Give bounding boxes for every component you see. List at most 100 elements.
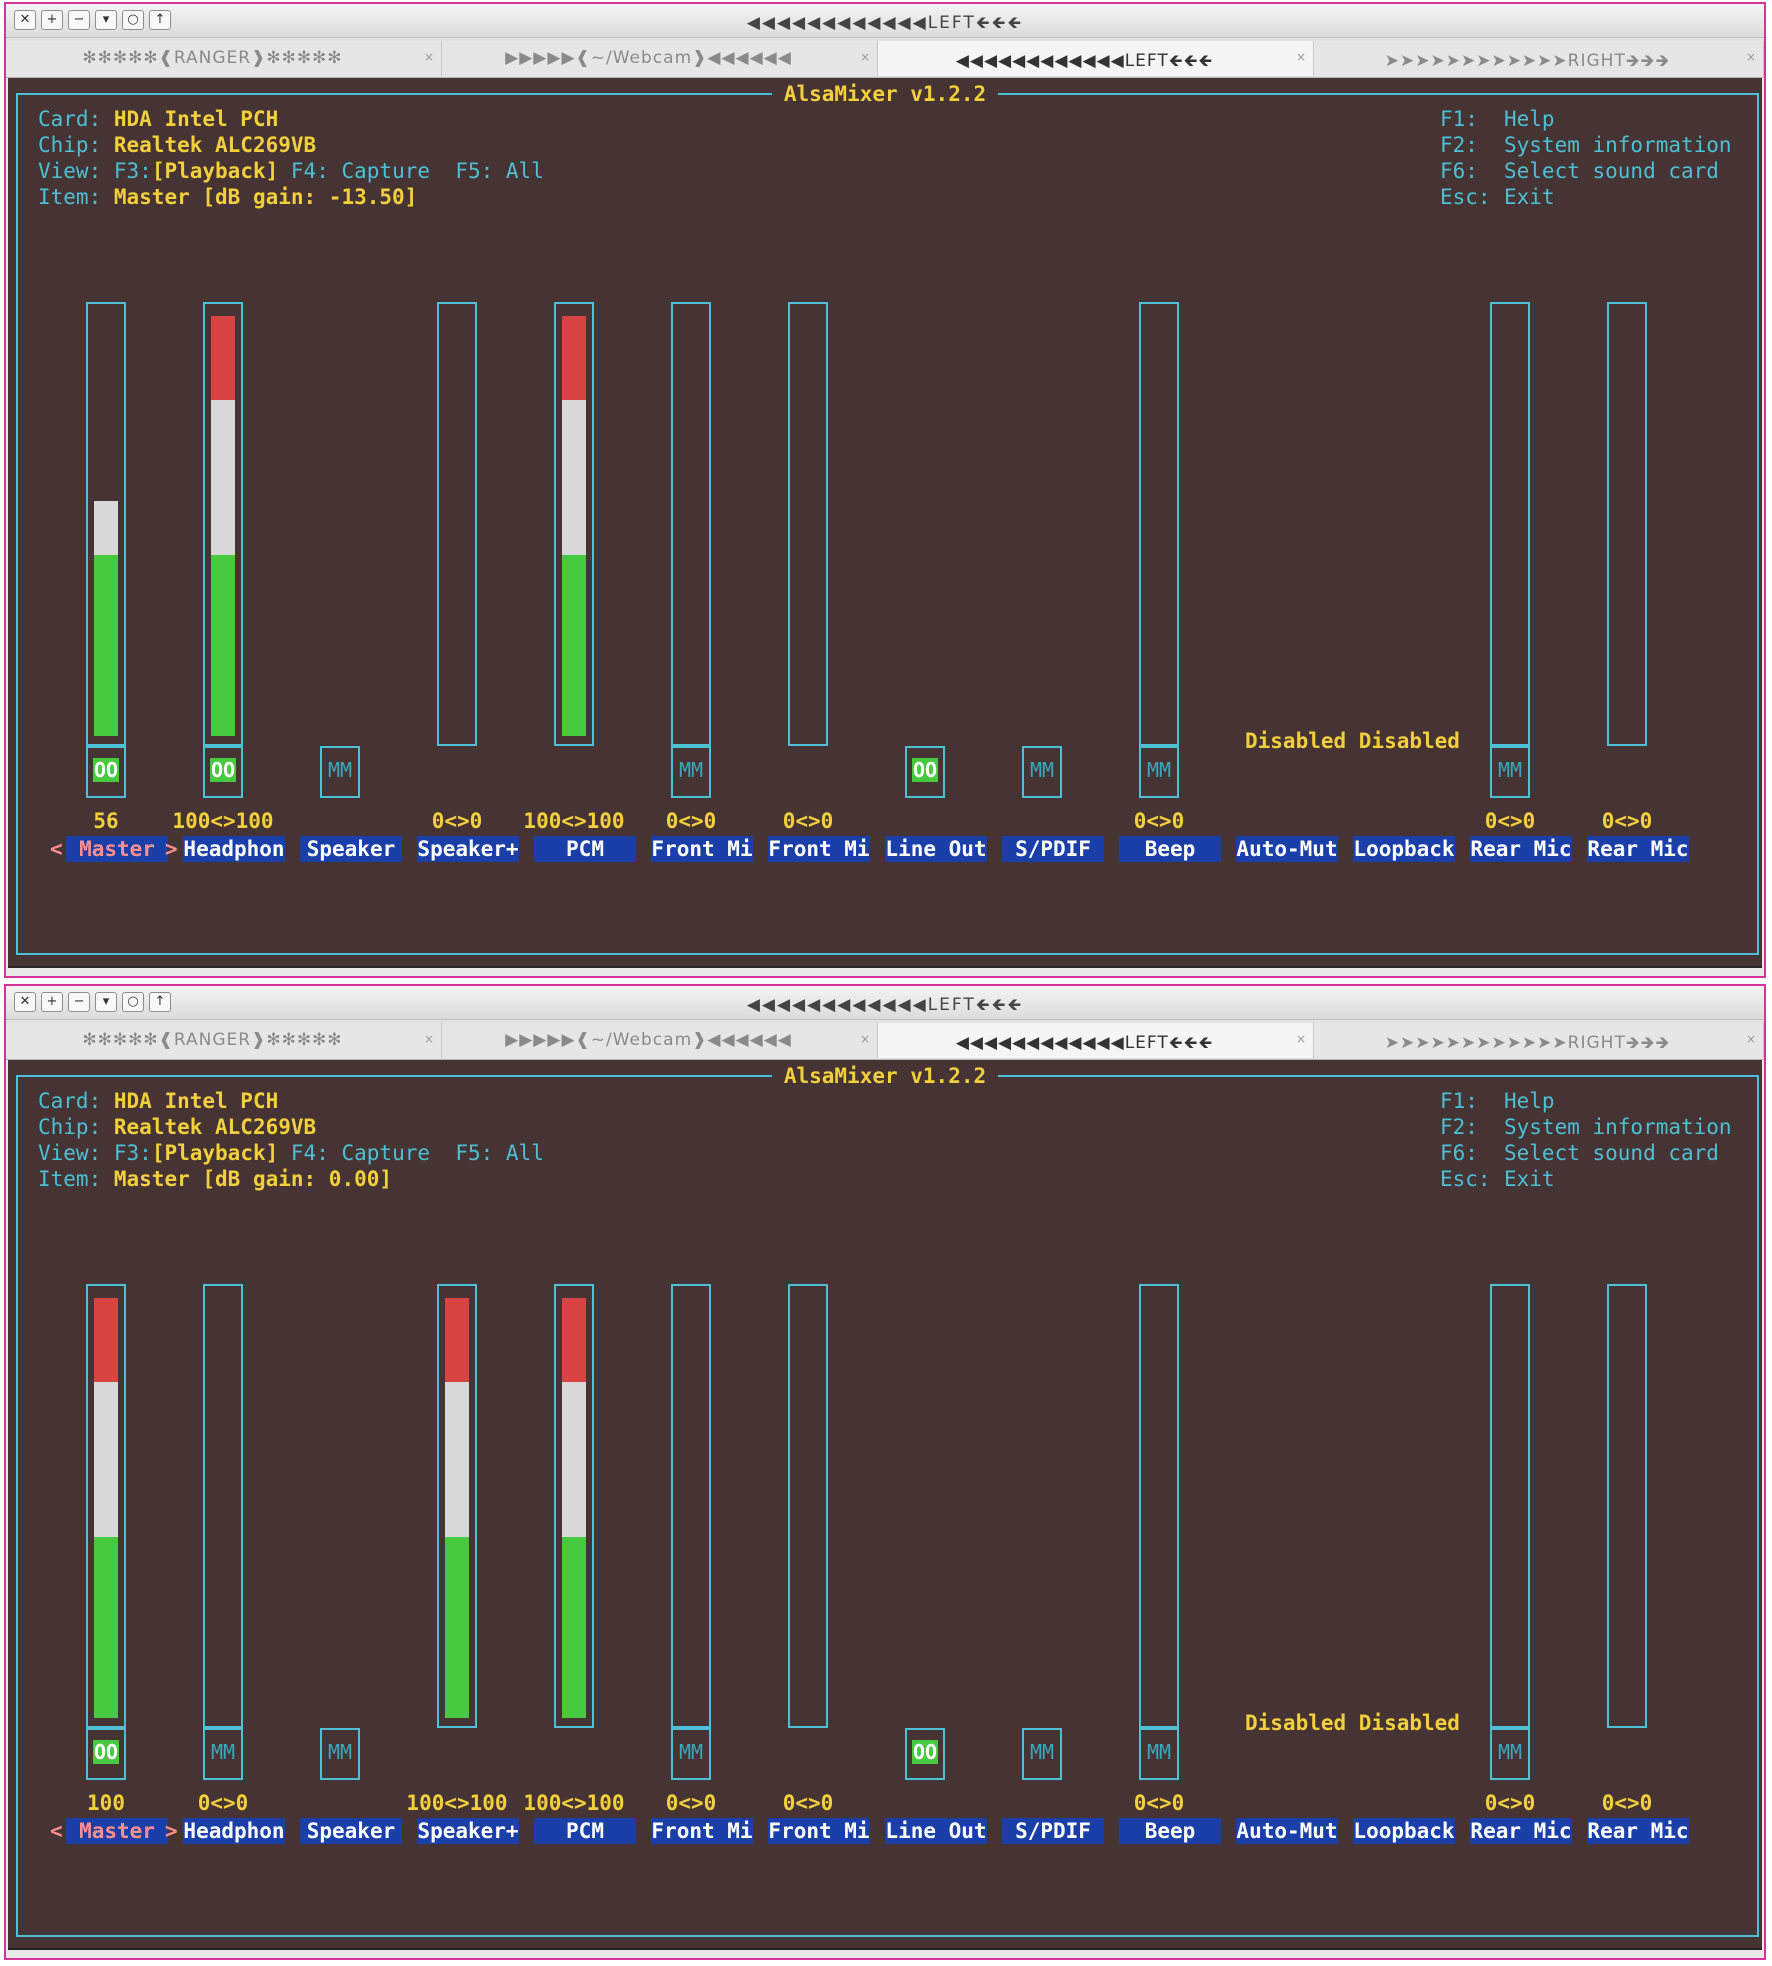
tab-right[interactable]: ➤➤➤➤➤➤➤➤➤➤➤➤RIGHT🡺🡺🡺 × xyxy=(1314,41,1764,76)
control-name[interactable]: Line Out xyxy=(885,836,987,862)
volume-slider[interactable] xyxy=(437,1284,477,1728)
control-name[interactable]: Speaker xyxy=(300,1818,402,1844)
control-name[interactable]: Speaker xyxy=(300,836,402,862)
maximize-button[interactable]: ↑ xyxy=(149,992,171,1012)
muted-switch[interactable]: MM xyxy=(320,746,360,798)
alsamixer-terminal[interactable]: AlsaMixer v1.2.2 Card: HDA Intel PCH Chi… xyxy=(8,78,1762,968)
volume-slider[interactable] xyxy=(671,302,711,746)
control-name[interactable]: Speaker+ xyxy=(417,836,519,862)
minimize-button[interactable]: − xyxy=(68,10,90,30)
switch-state: MM xyxy=(1497,758,1523,782)
unmuted-switch[interactable]: OO xyxy=(203,746,243,798)
volume-slider[interactable] xyxy=(1607,302,1647,746)
muted-switch[interactable]: MM xyxy=(1490,746,1530,798)
muted-switch[interactable]: MM xyxy=(671,746,711,798)
menu-dropdown-button[interactable]: ▾ xyxy=(95,10,117,30)
control-name[interactable]: Headphon xyxy=(183,1818,285,1844)
muted-switch[interactable]: MM xyxy=(1022,1728,1062,1780)
tab-close-icon[interactable]: × xyxy=(423,50,434,64)
volume-slider[interactable] xyxy=(203,1284,243,1728)
new-window-button[interactable]: + xyxy=(41,10,63,30)
tab-close-icon[interactable]: × xyxy=(1295,50,1306,64)
volume-slider[interactable] xyxy=(1139,1284,1179,1728)
tab-ranger[interactable]: ✻✻✻✻✻❰RANGER❱✻✻✻✻✻ × xyxy=(6,41,442,76)
volume-slider[interactable] xyxy=(788,302,828,746)
sticky-button[interactable]: ○ xyxy=(122,992,144,1012)
volume-level-white xyxy=(445,1382,469,1538)
volume-value: 0<>0 xyxy=(1484,809,1536,833)
tab-left[interactable]: ◀◀◀◀◀◀◀◀◀◀◀◀LEFT🡸🡸🡸 × xyxy=(878,41,1314,76)
minimize-button[interactable]: − xyxy=(68,992,90,1012)
volume-slider[interactable] xyxy=(671,1284,711,1728)
control-name[interactable]: S/PDIF xyxy=(1002,1818,1104,1844)
tab-close-icon[interactable]: × xyxy=(859,50,870,64)
unmuted-switch[interactable]: OO xyxy=(86,746,126,798)
muted-switch[interactable]: MM xyxy=(671,1728,711,1780)
control-name[interactable]: PCM xyxy=(534,836,636,862)
switch-state: OO xyxy=(92,758,120,782)
unmuted-switch[interactable]: OO xyxy=(86,1728,126,1780)
control-name[interactable]: Rear Mic xyxy=(1587,1818,1689,1844)
volume-slider[interactable] xyxy=(437,302,477,746)
volume-slider[interactable] xyxy=(1490,302,1530,746)
tab-close-icon[interactable]: × xyxy=(1295,1032,1306,1046)
alsamixer-terminal[interactable]: AlsaMixer v1.2.2 Card: HDA Intel PCH Chi… xyxy=(8,1060,1762,1950)
control-name[interactable]: Auto-Mut xyxy=(1236,1818,1338,1844)
tab-right[interactable]: ➤➤➤➤➤➤➤➤➤➤➤➤RIGHT🡺🡺🡺 × xyxy=(1314,1023,1764,1058)
control-name[interactable]: Line Out xyxy=(885,1818,987,1844)
muted-switch[interactable]: MM xyxy=(1490,1728,1530,1780)
control-name[interactable]: Front Mi xyxy=(768,1818,870,1844)
volume-slider[interactable] xyxy=(1607,1284,1647,1728)
control-name[interactable]: Beep xyxy=(1119,836,1221,862)
volume-slider[interactable] xyxy=(554,1284,594,1728)
tab-close-icon[interactable]: × xyxy=(1745,50,1756,64)
control-name[interactable]: Rear Mic xyxy=(1470,1818,1572,1844)
close-window-button[interactable]: ✕ xyxy=(14,992,36,1012)
unmuted-switch[interactable]: OO xyxy=(905,746,945,798)
control-name[interactable]: Master xyxy=(66,836,168,862)
volume-slider[interactable] xyxy=(788,1284,828,1728)
tab-left[interactable]: ◀◀◀◀◀◀◀◀◀◀◀◀LEFT🡸🡸🡸 × xyxy=(878,1023,1314,1058)
control-name[interactable]: PCM xyxy=(534,1818,636,1844)
volume-slider[interactable] xyxy=(554,302,594,746)
tab-webcam[interactable]: ▶▶▶▶▶❰~/Webcam❱◀◀◀◀◀◀ × xyxy=(442,41,878,76)
control-name[interactable]: Master xyxy=(66,1818,168,1844)
muted-switch[interactable]: MM xyxy=(1139,746,1179,798)
control-name[interactable]: Auto-Mut xyxy=(1236,836,1338,862)
muted-switch[interactable]: MM xyxy=(1022,746,1062,798)
control-name[interactable]: Loopback xyxy=(1353,836,1455,862)
help-f2: F2: System information xyxy=(1440,1115,1732,1139)
control-name[interactable]: Front Mi xyxy=(768,836,870,862)
selection-marker-left: < xyxy=(50,1819,63,1843)
tab-close-icon[interactable]: × xyxy=(1745,1032,1756,1046)
close-window-button[interactable]: ✕ xyxy=(14,10,36,30)
control-name[interactable]: Loopback xyxy=(1353,1818,1455,1844)
unmuted-switch[interactable]: OO xyxy=(905,1728,945,1780)
volume-level-red xyxy=(562,1298,586,1382)
volume-slider[interactable] xyxy=(1490,1284,1530,1728)
sticky-button[interactable]: ○ xyxy=(122,10,144,30)
new-window-button[interactable]: + xyxy=(41,992,63,1012)
control-name[interactable]: Front Mi xyxy=(651,1818,753,1844)
volume-slider[interactable] xyxy=(1139,302,1179,746)
volume-slider[interactable] xyxy=(86,1284,126,1728)
tab-close-icon[interactable]: × xyxy=(859,1032,870,1046)
menu-dropdown-button[interactable]: ▾ xyxy=(95,992,117,1012)
control-name[interactable]: Rear Mic xyxy=(1470,836,1572,862)
control-name[interactable]: Speaker+ xyxy=(417,1818,519,1844)
muted-switch[interactable]: MM xyxy=(203,1728,243,1780)
control-name[interactable]: Front Mi xyxy=(651,836,753,862)
control-name[interactable]: S/PDIF xyxy=(1002,836,1104,862)
muted-switch[interactable]: MM xyxy=(320,1728,360,1780)
switch-state: MM xyxy=(1146,758,1172,782)
volume-slider[interactable] xyxy=(86,302,126,746)
control-name[interactable]: Headphon xyxy=(183,836,285,862)
volume-slider[interactable] xyxy=(203,302,243,746)
muted-switch[interactable]: MM xyxy=(1139,1728,1179,1780)
control-name[interactable]: Rear Mic xyxy=(1587,836,1689,862)
tab-close-icon[interactable]: × xyxy=(423,1032,434,1046)
tab-ranger[interactable]: ✻✻✻✻✻❰RANGER❱✻✻✻✻✻ × xyxy=(6,1023,442,1058)
maximize-button[interactable]: ↑ xyxy=(149,10,171,30)
control-name[interactable]: Beep xyxy=(1119,1818,1221,1844)
tab-webcam[interactable]: ▶▶▶▶▶❰~/Webcam❱◀◀◀◀◀◀ × xyxy=(442,1023,878,1058)
